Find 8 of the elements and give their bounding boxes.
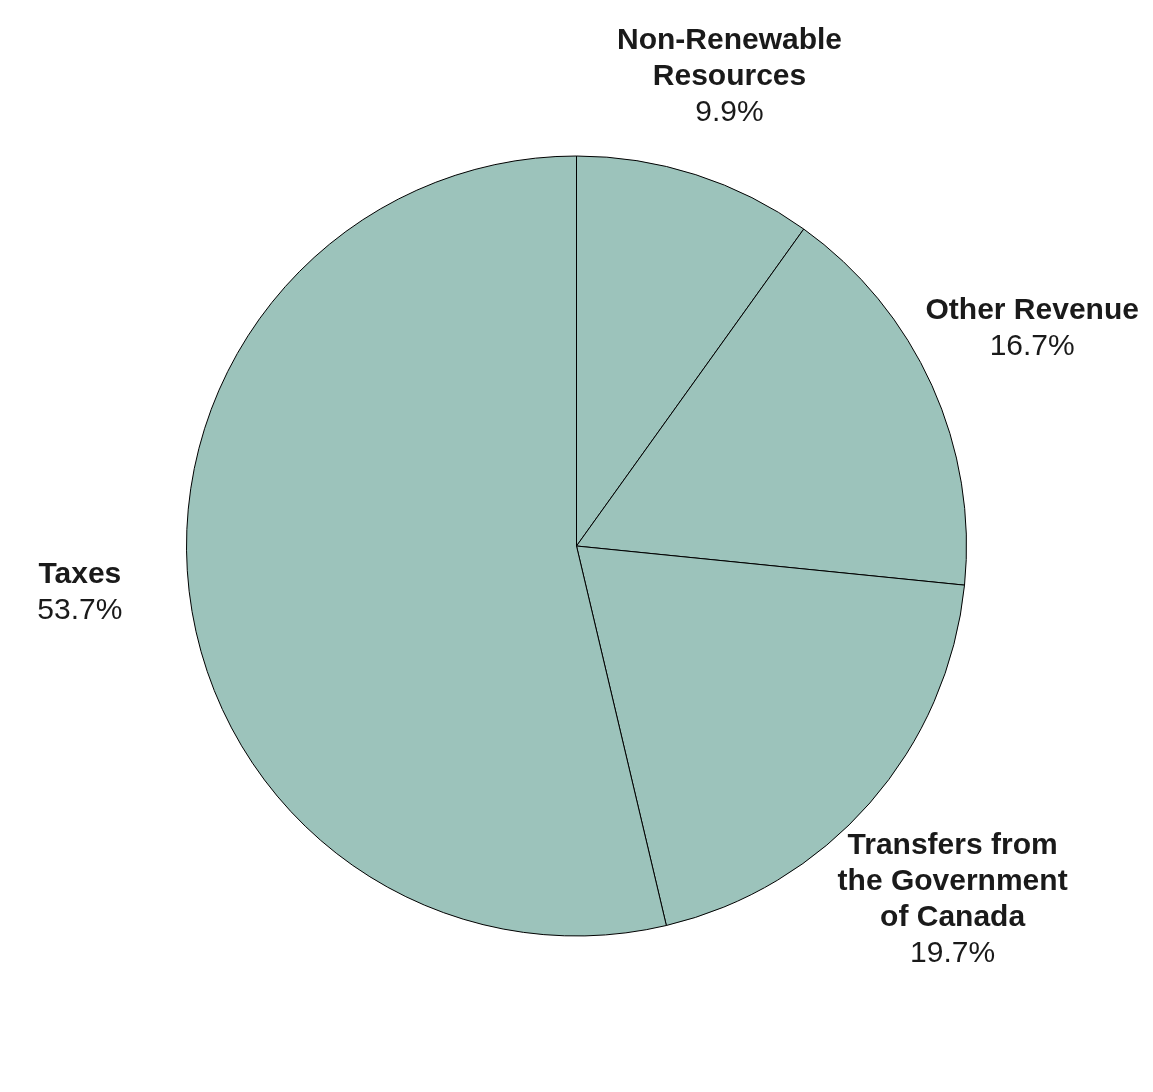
data-label: 9.9%	[695, 93, 764, 127]
category-label: Transfers from the Government of Canada	[837, 827, 1068, 933]
slice-label: Other Revenue	[925, 292, 1139, 326]
category-label: Non-Renewable Resources	[617, 21, 843, 91]
data-label: 53.7%	[37, 591, 123, 625]
data-label: 19.7%	[910, 935, 996, 969]
slice-label: Taxes	[38, 555, 122, 589]
data-label: 16.7%	[989, 328, 1075, 362]
